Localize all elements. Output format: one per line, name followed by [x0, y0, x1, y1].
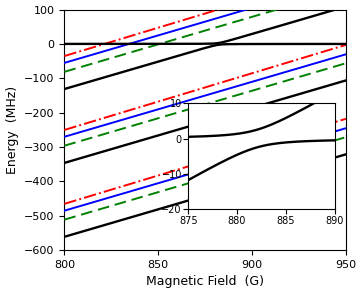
X-axis label: Magnetic Field  (G): Magnetic Field (G) — [146, 275, 264, 288]
Y-axis label: Energy  (MHz): Energy (MHz) — [5, 86, 18, 174]
